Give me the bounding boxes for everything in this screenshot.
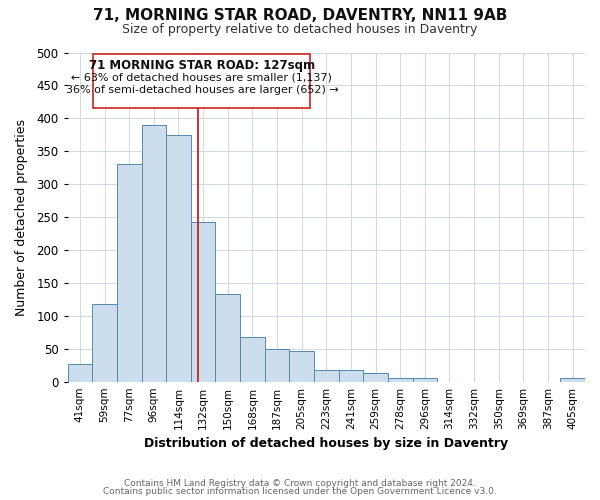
Text: Size of property relative to detached houses in Daventry: Size of property relative to detached ho…	[122, 22, 478, 36]
Text: 71, MORNING STAR ROAD, DAVENTRY, NN11 9AB: 71, MORNING STAR ROAD, DAVENTRY, NN11 9A…	[93, 8, 507, 22]
Bar	[240, 337, 265, 382]
Text: Contains HM Land Registry data © Crown copyright and database right 2024.: Contains HM Land Registry data © Crown c…	[124, 478, 476, 488]
Text: 71 MORNING STAR ROAD: 127sqm: 71 MORNING STAR ROAD: 127sqm	[89, 59, 315, 72]
Bar	[314, 370, 338, 382]
Bar	[92, 304, 117, 382]
Bar	[142, 125, 166, 382]
Bar	[289, 352, 314, 382]
Y-axis label: Number of detached properties: Number of detached properties	[15, 118, 28, 316]
Bar	[363, 373, 388, 382]
Bar	[413, 378, 437, 382]
Bar	[215, 294, 240, 382]
Bar	[388, 378, 413, 382]
Text: ← 63% of detached houses are smaller (1,137): ← 63% of detached houses are smaller (1,…	[71, 72, 332, 83]
Text: Contains public sector information licensed under the Open Government Licence v3: Contains public sector information licen…	[103, 487, 497, 496]
Bar	[94, 54, 310, 108]
Bar	[191, 222, 215, 382]
Bar	[68, 364, 92, 382]
Bar	[265, 349, 289, 382]
Bar	[166, 135, 191, 382]
X-axis label: Distribution of detached houses by size in Daventry: Distribution of detached houses by size …	[144, 437, 508, 450]
Bar	[338, 370, 363, 382]
Bar	[117, 164, 142, 382]
Text: 36% of semi-detached houses are larger (652) →: 36% of semi-detached houses are larger (…	[65, 85, 338, 95]
Bar	[560, 378, 585, 382]
